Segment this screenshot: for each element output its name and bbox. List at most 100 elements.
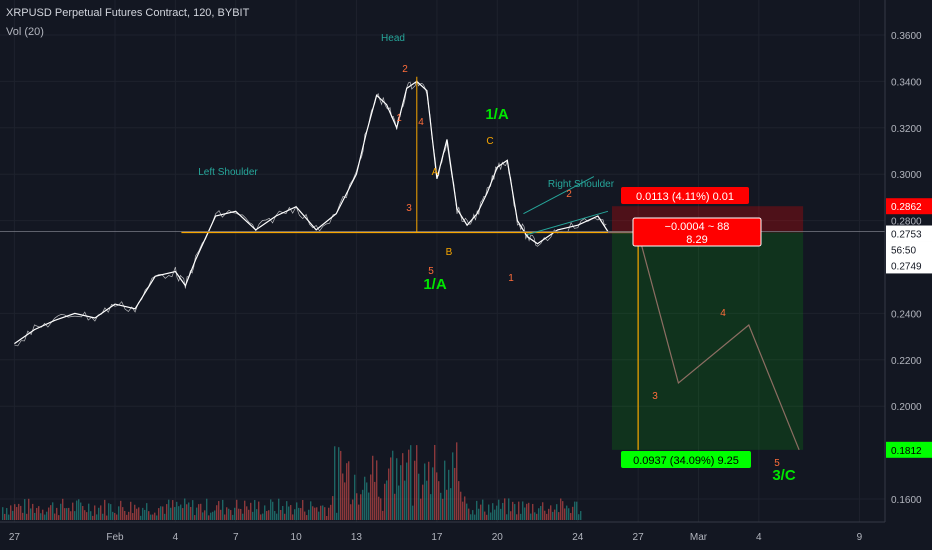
time-tick-label: 20: [492, 532, 504, 543]
price-label-entry: 0.2749: [891, 261, 922, 272]
volume-bar: [356, 493, 358, 520]
volume-bar: [2, 507, 4, 520]
wave-label: 1: [508, 273, 514, 284]
time-tick-label: 4: [173, 532, 179, 543]
volume-bar: [176, 501, 178, 520]
wave-label: 2: [402, 64, 408, 75]
volume-bar: [212, 511, 214, 520]
volume-bar: [420, 498, 422, 520]
volume-bar: [140, 515, 142, 520]
volume-bar: [76, 500, 78, 520]
volume-bar: [228, 508, 230, 520]
price-label-entry-bg: [886, 257, 932, 274]
volume-bar: [358, 504, 360, 520]
volume-bar: [506, 514, 508, 520]
volume-bar: [196, 507, 198, 520]
volume-bar: [412, 505, 414, 520]
volume-bar: [558, 512, 560, 520]
volume-bar: [12, 510, 14, 520]
price-tick-label: 0.3400: [891, 77, 922, 88]
volume-bar: [52, 502, 54, 520]
price-tick-label: 0.2800: [891, 217, 922, 228]
volume-bar: [450, 488, 452, 520]
volume-bar: [410, 445, 412, 520]
volume-bar: [6, 508, 8, 520]
volume-bar: [172, 500, 174, 520]
volume-bar: [216, 505, 218, 520]
volume-bar: [258, 501, 260, 520]
price-tick-label: 0.1600: [891, 495, 922, 506]
price-tick-label: 0.2400: [891, 309, 922, 320]
volume-indicator-label: Vol (20): [6, 26, 44, 38]
volume-bar: [66, 508, 68, 520]
volume-bar: [414, 460, 416, 520]
volume-bar: [364, 476, 366, 520]
wedge-lower: [527, 210, 609, 236]
volume-bar: [222, 499, 224, 520]
volume-bar: [432, 467, 434, 520]
volume-bar: [202, 512, 204, 520]
volume-bar: [284, 513, 286, 520]
volume-bar: [150, 514, 152, 520]
volume-bar: [112, 511, 114, 520]
volume-bar: [430, 494, 432, 520]
volume-bar: [500, 508, 502, 520]
volume-bar: [24, 499, 26, 520]
volume-bar: [448, 469, 450, 520]
volume-bar: [468, 508, 470, 520]
volume-bar: [288, 506, 290, 520]
wave-label: 4: [418, 117, 424, 128]
volume-bar: [28, 498, 30, 520]
wave-label: 5: [774, 458, 780, 469]
volume-bar: [478, 508, 480, 520]
volume-bar: [522, 501, 524, 520]
volume-bar: [516, 514, 518, 520]
volume-bar: [408, 449, 410, 520]
mid-box-line1: −0.0004 ~ 88: [665, 221, 730, 233]
volume-bar: [290, 505, 292, 520]
volume-bar: [444, 460, 446, 520]
time-tick-label: 13: [351, 532, 363, 543]
volume-bar: [316, 507, 318, 520]
volume-bar: [574, 501, 576, 520]
volume-bar: [302, 500, 304, 520]
volume-bar: [264, 505, 266, 520]
wave-label: C: [486, 136, 493, 147]
volume-bar: [286, 501, 288, 520]
volume-bar: [334, 446, 336, 520]
volume-bar: [260, 514, 262, 520]
volume-bar: [460, 491, 462, 520]
volume-bar: [14, 504, 16, 520]
volume-bar: [550, 505, 552, 520]
volume-bar: [18, 503, 20, 520]
volume-bar: [178, 506, 180, 520]
volume-bar: [278, 498, 280, 520]
volume-bar: [30, 508, 32, 520]
volume-bar: [418, 473, 420, 520]
volume-bar: [440, 492, 442, 520]
volume-bar: [236, 499, 238, 520]
volume-bar: [464, 496, 466, 520]
volume-bar: [144, 509, 146, 520]
volume-bar: [394, 493, 396, 520]
volume-bar: [348, 461, 350, 520]
volume-bar: [4, 513, 6, 520]
price-line: [14, 80, 609, 345]
volume-bar: [70, 511, 72, 520]
volume-bar: [422, 484, 424, 520]
time-tick-label: Feb: [106, 532, 124, 543]
volume-bar: [268, 510, 270, 520]
volume-bar: [190, 506, 192, 520]
projection-path: [607, 231, 800, 451]
volume-bar: [330, 504, 332, 520]
volume-bar: [484, 511, 486, 520]
volume-bar: [62, 498, 64, 520]
volume-bar: [392, 450, 394, 520]
volume-bar: [540, 506, 542, 520]
volume-bar: [50, 505, 52, 520]
volume-bar: [548, 508, 550, 520]
wave-label: A: [432, 167, 439, 178]
volume-bar: [304, 511, 306, 520]
